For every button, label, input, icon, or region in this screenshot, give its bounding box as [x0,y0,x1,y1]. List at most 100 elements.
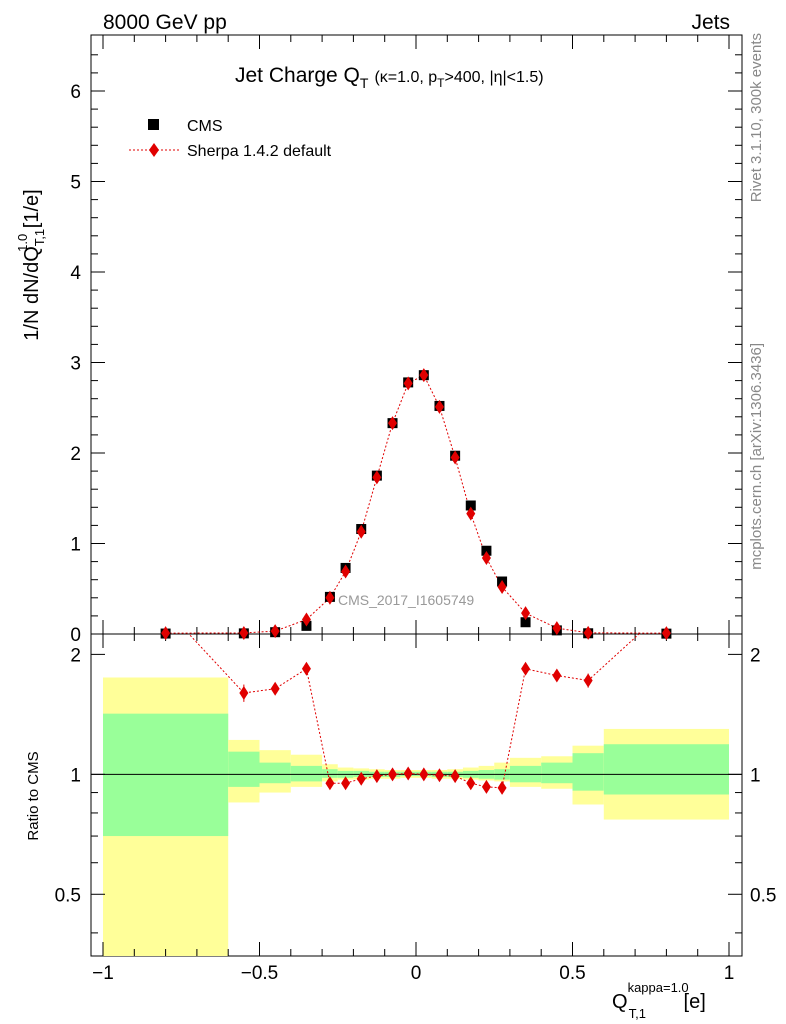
sherpa-point-0 [161,626,171,641]
ratio-bands [103,677,729,956]
ratio-point-11 [434,768,444,783]
sherpa-point-12 [450,450,460,465]
y-tick-label-2: 2 [70,444,81,465]
band-green-19 [603,744,729,795]
chart-title-sub: T [360,75,369,91]
sherpa-point-4 [325,590,335,605]
x-tick-label-0: −1 [92,963,114,984]
ratio-tick-label-left-0: 0.5 [55,885,81,906]
ratio-plot-marks [188,634,640,795]
ratio-point-2 [270,681,280,696]
ratio-tick-label-right-1: 1 [750,765,761,786]
y-tick-label-3: 3 [70,354,81,375]
x-axis-label-unit: [e] [678,991,706,1013]
ratio-tick-label-right-0: 0.5 [750,885,776,906]
sherpa-point-7 [372,470,382,485]
band-green-2 [259,762,291,784]
main-plot-marks [160,368,672,641]
sherpa-line [165,374,667,634]
legend-cms-marker [148,119,159,130]
ratio-point-10 [419,767,429,782]
sherpa-point-18 [583,625,593,640]
cms-point-16 [520,617,531,628]
ratio-tick-label-left-2: 2 [70,645,81,666]
y-tick-label-4: 4 [70,263,81,284]
sherpa-point-3 [301,612,311,627]
sherpa-point-2 [270,624,280,639]
band-green-1 [228,751,260,787]
cms-point-14 [481,545,492,556]
sherpa-point-17 [552,621,562,636]
header-left: 8000 GeV pp [103,11,227,34]
analysis-watermark: CMS_2017_I1605749 [338,592,474,608]
sherpa-point-19 [661,626,671,641]
sherpa-point-10 [419,368,429,383]
ratio-point-13 [466,776,476,791]
ratio-tick-label-left-1: 1 [70,765,81,786]
x-tick-label-1: −0.5 [241,963,279,984]
y-tick-label-0: 0 [70,625,81,646]
x-tick-label-3: 0.5 [559,963,585,984]
sherpa-point-14 [481,550,491,565]
x-tick-label-4: 1 [724,963,735,984]
chart-title-params: (κ=1.0, p [374,69,437,86]
chart-title: Jet Charge QT (κ=1.0, pT>400, |η|<1.5) [235,64,544,91]
ratio-y-axis-label: Ratio to CMS [25,751,42,840]
ratio-point-12 [450,769,460,784]
side-label-rivet: Rivet 3.1.10, 300k events [748,33,765,202]
band-green-3 [290,765,323,782]
sherpa-point-1 [239,626,249,641]
band-green-17 [541,762,573,784]
ratio-point-4 [325,776,335,791]
y-axis-label-sup: 1.0 [15,234,30,252]
band-green-0 [103,713,229,837]
ratio-point-18 [583,673,593,688]
cms-point-13 [465,500,476,511]
header-right: Jets [691,11,730,34]
ratio-tick-label-right-2: 2 [750,645,761,666]
ratio-point-8 [388,767,398,782]
sherpa-point-16 [521,606,531,621]
y-axis-label-main: 1/N dN/dQ [21,246,43,340]
chart-title-params-rest: >400, |η|<1.5) [445,69,544,86]
ratio-point-7 [372,769,382,784]
ratio-point-5 [341,776,351,791]
sherpa-point-8 [388,416,398,431]
band-green-18 [572,753,604,791]
x-axis-label-sup: kappa=1.0 [628,980,689,995]
x-axis-label: Qkappa=1.0 T,1 [e] [612,980,706,1021]
legend-sherpa-marker [149,143,159,157]
y-axis-label-unit: [1/e] [21,189,43,233]
sherpa-point-13 [466,506,476,521]
sherpa-point-5 [341,564,351,579]
y-tick-label-1: 1 [70,535,81,556]
axis-ticks: −1 −0.5 0 0.5 1 0 1 2 3 4 5 6 0.5 0.5 1 1 2 2 [55,35,776,984]
ratio-point-14 [481,779,491,794]
ratio-point-9 [403,766,413,781]
y-axis-label-sub: T,1 [32,229,47,246]
x-axis-label-main: Q [612,991,628,1013]
chart-title-main: Jet Charge Q [235,64,360,87]
ratio-point-3 [301,661,311,676]
ratio-clipped-group [188,634,640,795]
chart-title-params-sub: T [437,76,445,90]
legend-cms-label: CMS [187,118,223,135]
ratio-line [188,634,640,789]
sherpa-point-6 [356,524,366,539]
ratio-point-1 [239,685,249,700]
legend-sherpa-label: Sherpa 1.4.2 default [187,143,332,160]
ratio-point-17 [552,668,562,683]
x-tick-label-2: 0 [411,963,422,984]
band-green-4 [322,769,338,778]
sherpa-point-9 [403,376,413,391]
sherpa-point-15 [497,579,507,594]
y-tick-label-5: 5 [70,173,81,194]
ratio-point-16 [521,661,531,676]
x-axis-label-sub: T,1 [629,1006,646,1021]
side-label-mcplots: mcplots.cern.ch [arXiv:1306.3436] [748,343,765,570]
sherpa-point-11 [434,399,444,414]
y-axis-label: 1/N dN/dQT,11.0 [1/e] [15,189,47,340]
ratio-point-6 [356,771,366,786]
y-tick-label-6: 6 [70,82,81,103]
